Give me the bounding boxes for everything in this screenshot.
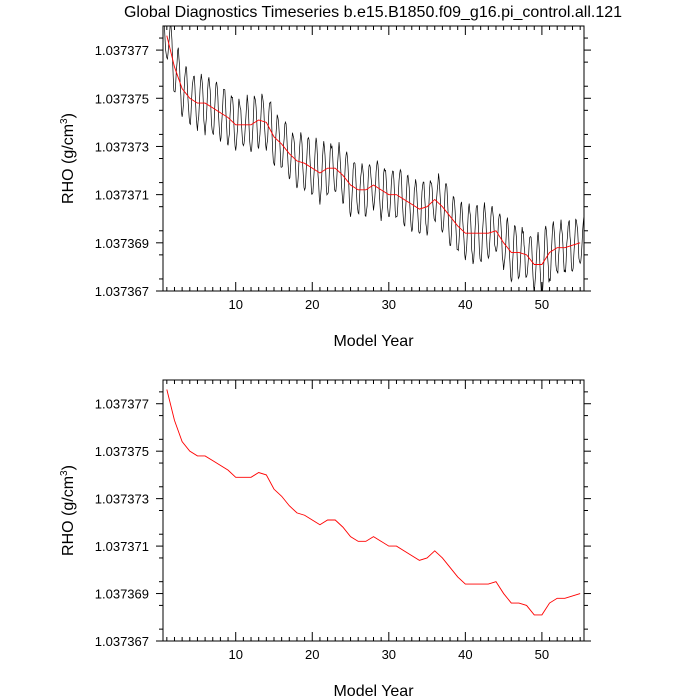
y-axis-title: RHO (g/cm3) xyxy=(59,113,77,204)
plot-frame xyxy=(162,379,585,642)
y-tick-label: 1.037375 xyxy=(95,91,149,106)
plot-data xyxy=(164,26,584,291)
y-tick-label: 1.037377 xyxy=(95,43,149,58)
figure-title: Global Diagnostics Timeseries b.e15.B185… xyxy=(124,4,622,21)
y-axis-title-close: ) xyxy=(60,113,77,118)
y-tick-label: 1.037367 xyxy=(95,634,149,649)
y-axis-title-close: ) xyxy=(60,465,77,470)
y-tick-label: 1.037371 xyxy=(95,539,149,554)
y-tick-label: 1.037377 xyxy=(95,397,149,412)
x-tick-label: 10 xyxy=(228,647,242,662)
annual-mean-line xyxy=(166,389,581,616)
x-tick-label: 50 xyxy=(535,647,549,662)
x-tick-label: 20 xyxy=(305,297,319,312)
y-axis-title-superscript: 3 xyxy=(59,470,70,476)
x-axis-title: Model Year xyxy=(333,683,414,700)
y-tick-label: 1.037367 xyxy=(95,284,149,299)
y-axis-title: RHO (g/cm3) xyxy=(59,465,77,556)
y-tick-label: 1.037369 xyxy=(95,587,149,602)
y-axis-title-main: RHO (g/cm xyxy=(60,124,77,204)
y-tick-label: 1.037373 xyxy=(95,492,149,507)
x-axis-title: Model Year xyxy=(333,333,414,350)
y-tick-label: 1.037373 xyxy=(95,139,149,154)
x-tick-label: 50 xyxy=(535,297,549,312)
annual-mean-line xyxy=(166,35,581,265)
x-tick-label: 30 xyxy=(382,297,396,312)
y-axis-title-superscript: 3 xyxy=(59,118,70,124)
x-tick-label: 10 xyxy=(228,297,242,312)
plot-data xyxy=(166,389,581,616)
y-tick-label: 1.037375 xyxy=(95,444,149,459)
monthly-series-line xyxy=(164,26,584,291)
panel-bottom: 10 20 30 40 50 1.037367 1.037369 1.037371 1.0373… xyxy=(59,379,591,700)
y-tick-label: 1.037369 xyxy=(95,236,149,251)
x-tick-label: 40 xyxy=(458,297,472,312)
x-tick-label: 30 xyxy=(382,647,396,662)
y-axis-title-main: RHO (g/cm xyxy=(60,476,77,556)
panel-top: 10 20 30 40 50 1.037367 1.037369 1.037371 1.0373… xyxy=(59,25,591,350)
x-tick-label: 20 xyxy=(305,647,319,662)
x-tick-label: 40 xyxy=(458,647,472,662)
y-tick-label: 1.037371 xyxy=(95,188,149,203)
